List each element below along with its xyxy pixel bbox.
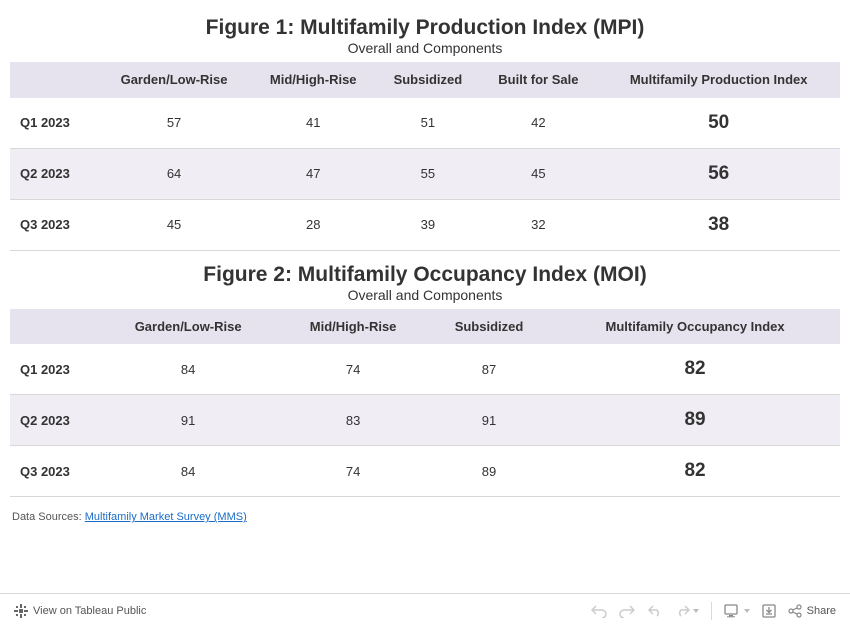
table-row: Q3 2023 45 28 39 32 38 — [10, 199, 840, 250]
row-label: Q2 2023 — [10, 395, 98, 446]
view-on-tableau-label: View on Tableau Public — [33, 605, 146, 617]
figure1-table: Garden/Low-Rise Mid/High-Rise Subsidized… — [10, 62, 840, 251]
redo-button[interactable] — [613, 600, 641, 622]
cell: 57 — [98, 98, 250, 149]
share-button[interactable]: Share — [782, 600, 842, 622]
f1-col-3: Subsidized — [376, 62, 479, 98]
cell: 42 — [479, 98, 597, 149]
cell: 39 — [376, 199, 479, 250]
cell: 74 — [278, 344, 428, 395]
download-button[interactable] — [756, 600, 782, 622]
cell: 47 — [250, 148, 376, 199]
cell: 55 — [376, 148, 479, 199]
f2-col-2: Mid/High-Rise — [278, 309, 428, 345]
f2-col-3: Subsidized — [428, 309, 550, 345]
source-label: Data Sources: — [12, 511, 85, 523]
row-label: Q1 2023 — [10, 344, 98, 395]
data-source: Data Sources: Multifamily Market Survey … — [10, 509, 840, 523]
cell: 84 — [98, 344, 278, 395]
cell: 84 — [98, 446, 278, 497]
cell: 41 — [250, 98, 376, 149]
source-link[interactable]: Multifamily Market Survey (MMS) — [85, 511, 247, 523]
table-row: Q1 2023 84 74 87 82 — [10, 344, 840, 395]
figure1-title: Figure 1: Multifamily Production Index (… — [10, 16, 840, 40]
cell: 91 — [428, 395, 550, 446]
f1-col-5: Multifamily Production Index — [597, 62, 840, 98]
tableau-logo-icon — [14, 604, 28, 618]
row-label: Q1 2023 — [10, 98, 98, 149]
chevron-down-icon — [693, 609, 699, 613]
cell-total: 82 — [550, 344, 840, 395]
cell: 83 — [278, 395, 428, 446]
table-row: Q1 2023 57 41 51 42 50 — [10, 98, 840, 149]
undo-button[interactable] — [585, 600, 613, 622]
f1-col-4: Built for Sale — [479, 62, 597, 98]
cell: 64 — [98, 148, 250, 199]
toolbar-separator — [711, 602, 712, 620]
table-row: Q2 2023 91 83 91 89 — [10, 395, 840, 446]
cell: 89 — [428, 446, 550, 497]
row-label: Q3 2023 — [10, 199, 98, 250]
replay-forward-button[interactable] — [669, 600, 705, 622]
f2-col-blank — [10, 309, 98, 345]
device-preview-button[interactable] — [718, 600, 756, 622]
cell-total: 82 — [550, 446, 840, 497]
f2-col-4: Multifamily Occupancy Index — [550, 309, 840, 345]
cell-total: 56 — [597, 148, 840, 199]
row-label: Q3 2023 — [10, 446, 98, 497]
figure2-subtitle: Overall and Components — [10, 287, 840, 303]
figure2-title: Figure 2: Multifamily Occupancy Index (M… — [10, 263, 840, 287]
cell-total: 89 — [550, 395, 840, 446]
view-on-tableau-button[interactable]: View on Tableau Public — [8, 600, 152, 622]
figure1-subtitle: Overall and Components — [10, 40, 840, 56]
chevron-down-icon — [744, 609, 750, 613]
cell-total: 50 — [597, 98, 840, 149]
cell: 51 — [376, 98, 479, 149]
cell: 74 — [278, 446, 428, 497]
cell: 32 — [479, 199, 597, 250]
cell: 45 — [98, 199, 250, 250]
cell: 87 — [428, 344, 550, 395]
figure2-table: Garden/Low-Rise Mid/High-Rise Subsidized… — [10, 309, 840, 498]
f1-col-blank — [10, 62, 98, 98]
table-row: Q3 2023 84 74 89 82 — [10, 446, 840, 497]
cell-total: 38 — [597, 199, 840, 250]
row-label: Q2 2023 — [10, 148, 98, 199]
cell: 91 — [98, 395, 278, 446]
tableau-toolbar: View on Tableau Public Share — [0, 593, 850, 627]
cell: 28 — [250, 199, 376, 250]
f1-col-1: Garden/Low-Rise — [98, 62, 250, 98]
share-icon — [788, 604, 802, 618]
table-row: Q2 2023 64 47 55 45 56 — [10, 148, 840, 199]
cell: 45 — [479, 148, 597, 199]
f2-col-1: Garden/Low-Rise — [98, 309, 278, 345]
replay-back-button[interactable] — [641, 600, 669, 622]
share-label: Share — [807, 605, 836, 617]
f1-col-2: Mid/High-Rise — [250, 62, 376, 98]
